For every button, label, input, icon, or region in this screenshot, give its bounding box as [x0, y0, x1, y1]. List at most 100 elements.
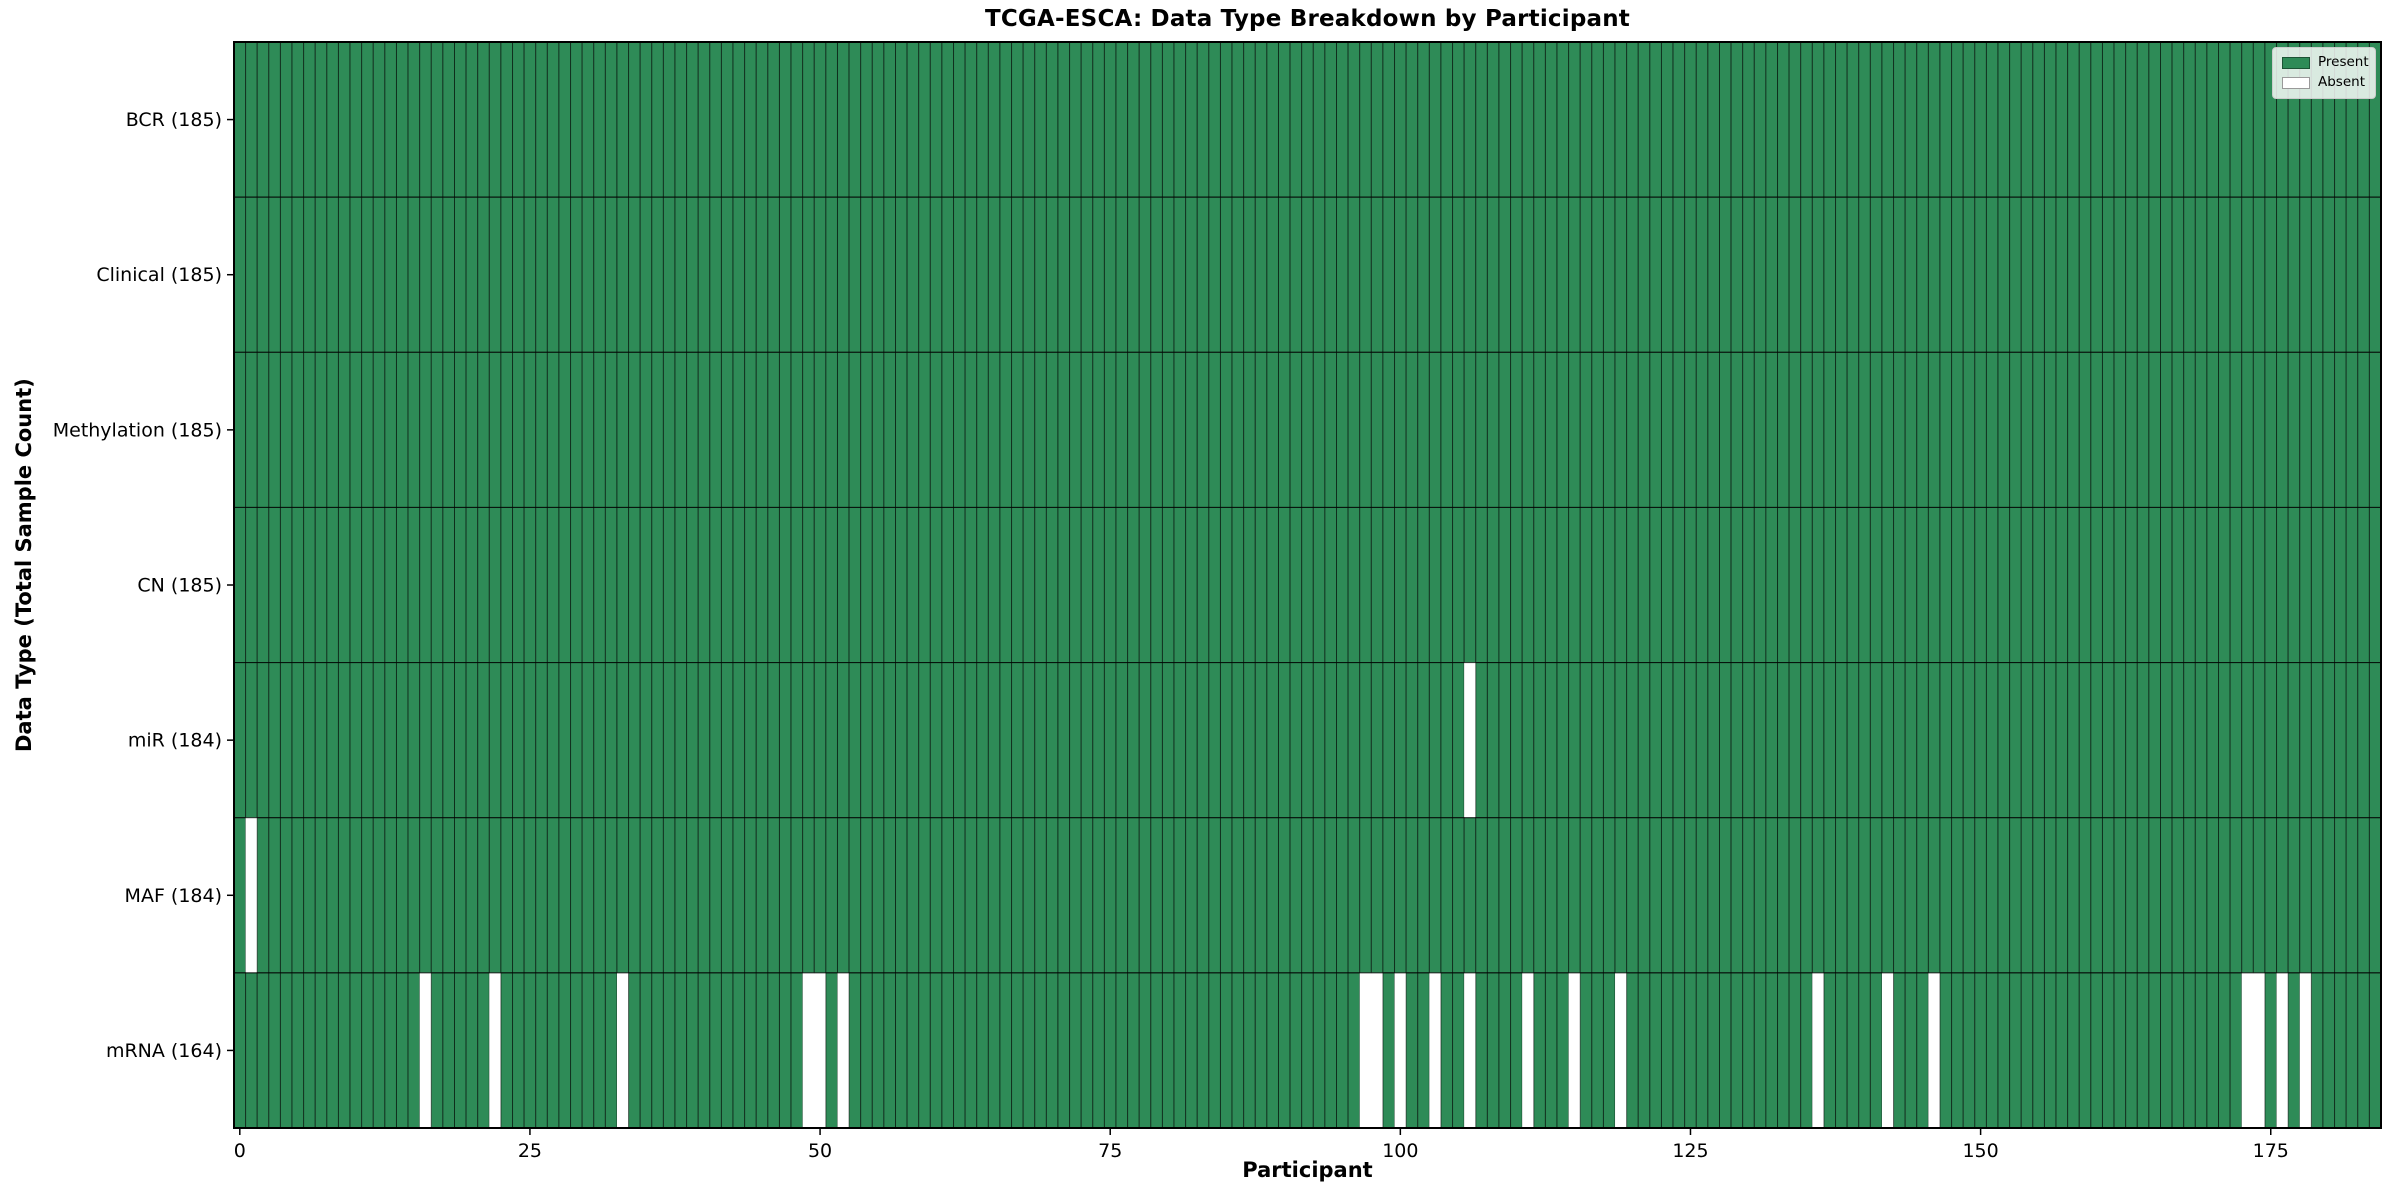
cell-present — [697, 972, 711, 1129]
cell-present — [2055, 196, 2069, 353]
cell-present — [1498, 817, 1512, 974]
cell-present — [245, 351, 258, 508]
cell-present — [1336, 662, 1349, 819]
cell-present — [1869, 662, 1883, 819]
cell-present — [314, 41, 328, 198]
cell-present — [488, 41, 502, 198]
cell-present — [2032, 41, 2045, 198]
cell-present — [895, 351, 908, 508]
cell-present — [337, 662, 351, 819]
cell-present — [1777, 817, 1790, 974]
cell-present — [1788, 972, 1802, 1129]
cell-present — [941, 972, 955, 1129]
cell-present — [384, 506, 397, 664]
cell-present — [1370, 351, 1384, 508]
cell-absent — [814, 972, 826, 1128]
cell-present — [2241, 41, 2254, 198]
cell-present — [1904, 972, 1918, 1129]
cell-present — [720, 972, 734, 1129]
cell-present — [1138, 41, 1152, 198]
cell-present — [1452, 351, 1465, 508]
cell-present — [1649, 196, 1662, 353]
cell-present — [1034, 41, 1047, 198]
cell-present — [709, 506, 722, 664]
y-tick-label: MAF (184) — [125, 885, 222, 907]
cell-present — [1185, 196, 1198, 353]
cell-present — [2032, 817, 2045, 974]
cell-present — [372, 506, 386, 664]
cell-present — [1869, 41, 1883, 198]
cell-present — [1893, 351, 1906, 508]
cell-present — [1718, 972, 1732, 1129]
cell-present — [256, 351, 270, 508]
cell-present — [2276, 506, 2289, 664]
cell-present — [860, 972, 873, 1129]
cell-present — [1138, 506, 1152, 664]
cell-present — [883, 817, 897, 974]
cell-present — [1301, 41, 1314, 198]
cell-present — [1173, 662, 1187, 819]
cell-present — [2241, 196, 2254, 353]
chart-title: TCGA-ESCA: Data Type Breakdown by Partic… — [984, 6, 1631, 32]
cell-present — [2229, 506, 2243, 664]
cell-present — [523, 506, 537, 664]
cell-present — [1962, 972, 1976, 1129]
cell-present — [860, 817, 873, 974]
cell-present — [732, 41, 746, 198]
cell-present — [2345, 196, 2359, 353]
cell-present — [2334, 817, 2347, 974]
cell-present — [825, 196, 838, 353]
cell-present — [1486, 817, 1500, 974]
cell-present — [1382, 196, 1396, 353]
cell-present — [1846, 506, 1860, 664]
cell-present — [291, 41, 305, 198]
cell-present — [2183, 662, 2196, 819]
cell-present — [767, 972, 780, 1129]
cell-present — [570, 972, 583, 1129]
cell-present — [604, 817, 618, 974]
cell-present — [1312, 972, 1326, 1129]
cell-present — [1115, 662, 1129, 819]
cell-present — [2264, 351, 2278, 508]
x-axis-label: Participant — [1242, 1158, 1373, 1182]
cell-present — [1405, 972, 1419, 1129]
cell-present — [1185, 41, 1198, 198]
cell-present — [1893, 41, 1906, 198]
cell-present — [2020, 662, 2034, 819]
cell-present — [1521, 817, 1535, 974]
cell-present — [1649, 351, 1662, 508]
cell-present — [1568, 662, 1581, 819]
cell-present — [2032, 972, 2045, 1129]
cell-present — [454, 972, 467, 1129]
cell-present — [1359, 506, 1372, 664]
cell-present — [407, 351, 421, 508]
cell-present — [1080, 972, 1094, 1129]
cell-present — [1231, 196, 1245, 353]
cell-present — [2090, 351, 2103, 508]
cell-present — [2229, 196, 2243, 353]
cell-present — [697, 41, 711, 198]
cell-present — [825, 41, 838, 198]
cell-present — [1463, 196, 1477, 353]
cell-present — [1277, 972, 1291, 1129]
cell-present — [674, 972, 688, 1129]
cell-present — [1092, 196, 1105, 353]
cell-present — [709, 972, 722, 1129]
cell-present — [1660, 506, 1674, 664]
cell-present — [233, 506, 247, 664]
cell-present — [1823, 817, 1837, 974]
cell-present — [1695, 196, 1709, 353]
cell-present — [535, 351, 548, 508]
cell-present — [1962, 351, 1976, 508]
cell-present — [1057, 196, 1071, 353]
cell-present — [372, 41, 386, 198]
cell-present — [883, 506, 897, 664]
cell-present — [1951, 817, 1964, 974]
cell-present — [314, 817, 328, 974]
cell-present — [2368, 196, 2382, 353]
cell-present — [1672, 196, 1686, 353]
cell-present — [604, 972, 618, 1129]
cell-absent — [1429, 972, 1441, 1128]
cell-present — [2218, 196, 2231, 353]
cell-present — [1231, 41, 1245, 198]
